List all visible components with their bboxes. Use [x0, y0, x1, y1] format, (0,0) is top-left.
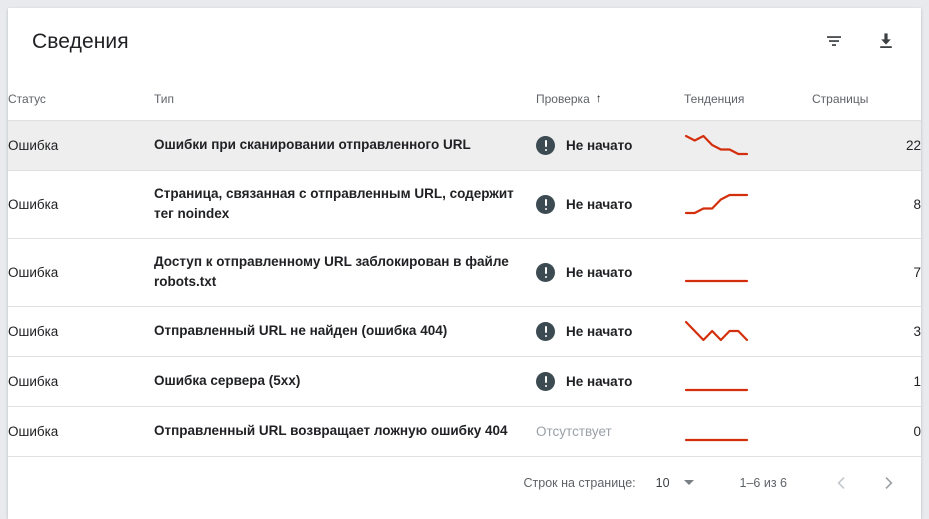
- cell-status: Ошибка: [8, 323, 59, 339]
- cell-status: Ошибка: [8, 373, 59, 389]
- verify-label: Отсутствует: [536, 423, 612, 439]
- pagination-controls: [831, 472, 909, 494]
- cell-pages: 22: [812, 120, 921, 170]
- column-header-pages[interactable]: Страницы: [812, 91, 869, 106]
- verify-status: Не начато: [536, 321, 684, 341]
- cell-trend-sparkline: [684, 170, 812, 238]
- cell-verify: Не начато: [536, 238, 684, 306]
- column-header-status[interactable]: Статус: [8, 91, 46, 106]
- column-header-verify-label: Проверка: [536, 91, 590, 106]
- cell-status: Ошибка: [8, 423, 59, 439]
- table-row[interactable]: Ошибка Ошибки при сканировании отправленн…: [8, 120, 921, 170]
- table-row[interactable]: Ошибка Ошибка сервера (5xx) Не начато 1: [8, 356, 921, 406]
- table-head: Статус Тип Проверка ↑ Тенденция Страницы: [8, 74, 921, 120]
- cell-type: Ошибки при сканировании отправленного UR…: [154, 120, 536, 170]
- table-body: Ошибка Ошибки при сканировании отправленн…: [8, 120, 921, 456]
- table-row[interactable]: Ошибка Отправленный URL не найден (ошибка…: [8, 306, 921, 356]
- cell-verify: Отсутствует: [536, 406, 684, 456]
- verify-label: Не начато: [566, 264, 633, 280]
- cell-verify: Не начато: [536, 120, 684, 170]
- cell-pages: 1: [913, 373, 921, 389]
- verify-label: Не начато: [566, 323, 633, 339]
- exclamation-circle-icon: [536, 371, 555, 391]
- chevron-down-icon: [683, 480, 694, 485]
- pagination-range: 1–6 из 6: [739, 475, 787, 490]
- table-row[interactable]: Ошибка Доступ к отправленному URL заблоки…: [8, 238, 921, 306]
- exclamation-circle-icon: [536, 194, 555, 214]
- verify-label: Не начато: [566, 137, 633, 153]
- details-table: Статус Тип Проверка ↑ Тенденция Страницы …: [8, 74, 921, 456]
- cell-status: Ошибка: [8, 264, 59, 280]
- cell-trend-sparkline: [684, 306, 812, 356]
- next-page-button[interactable]: [877, 472, 899, 494]
- verify-status: Не начато: [536, 135, 684, 155]
- verify-status: Не начато: [536, 194, 684, 214]
- verify-status: Отсутствует: [536, 424, 684, 439]
- details-card: Сведения Статус Тип: [8, 8, 921, 519]
- table-footer: Строк на странице: 10 1–6 из 6: [8, 456, 921, 508]
- cell-trend-sparkline: [684, 406, 812, 456]
- cell-status: Ошибка: [8, 120, 154, 170]
- column-header-verify[interactable]: Проверка ↑: [536, 74, 684, 120]
- cell-type: Отправленный URL не найден (ошибка 404): [154, 323, 448, 338]
- previous-page-button[interactable]: [831, 472, 853, 494]
- filter-icon[interactable]: [821, 28, 847, 54]
- cell-trend-sparkline: [684, 120, 812, 170]
- column-header-type[interactable]: Тип: [154, 91, 175, 106]
- cell-type: Доступ к отправленному URL заблокирован …: [154, 254, 509, 289]
- page-title: Сведения: [32, 29, 129, 53]
- table-row[interactable]: Ошибка Страница, связанная с отправленным…: [8, 170, 921, 238]
- cell-status: Ошибка: [8, 196, 59, 212]
- cell-trend-sparkline: [684, 238, 812, 306]
- verify-status: Не начато: [536, 262, 684, 282]
- exclamation-circle-icon: [536, 321, 555, 341]
- column-header-trend[interactable]: Тенденция: [684, 91, 745, 106]
- cell-verify: Не начато: [536, 356, 684, 406]
- verify-label: Не начато: [566, 373, 633, 389]
- verify-status: Не начато: [536, 371, 684, 391]
- cell-type: Страница, связанная с отправленным URL, …: [154, 186, 514, 221]
- sort-ascending-icon: ↑: [595, 90, 602, 105]
- cell-pages: 8: [913, 196, 921, 212]
- download-icon[interactable]: [873, 28, 899, 54]
- rows-per-page-select[interactable]: 10: [656, 476, 694, 490]
- cell-pages: 3: [913, 323, 921, 339]
- table-row[interactable]: Ошибка Отправленный URL возвращает ложную…: [8, 406, 921, 456]
- cell-pages: 0: [913, 423, 921, 439]
- table-header-row: Статус Тип Проверка ↑ Тенденция Страницы: [8, 74, 921, 120]
- cell-type: Ошибка сервера (5xx): [154, 373, 301, 388]
- header-actions: [821, 28, 899, 54]
- cell-verify: Не начато: [536, 170, 684, 238]
- exclamation-circle-icon: [536, 262, 555, 282]
- cell-type: Отправленный URL возвращает ложную ошибк…: [154, 423, 508, 439]
- card-header: Сведения: [8, 8, 921, 74]
- cell-pages: 7: [913, 264, 921, 280]
- cell-trend-sparkline: [684, 356, 812, 406]
- rows-per-page-label: Строк на странице:: [523, 475, 636, 490]
- rows-per-page-value: 10: [655, 475, 670, 490]
- verify-label: Не начато: [566, 196, 633, 212]
- cell-verify: Не начато: [536, 306, 684, 356]
- exclamation-circle-icon: [536, 135, 555, 155]
